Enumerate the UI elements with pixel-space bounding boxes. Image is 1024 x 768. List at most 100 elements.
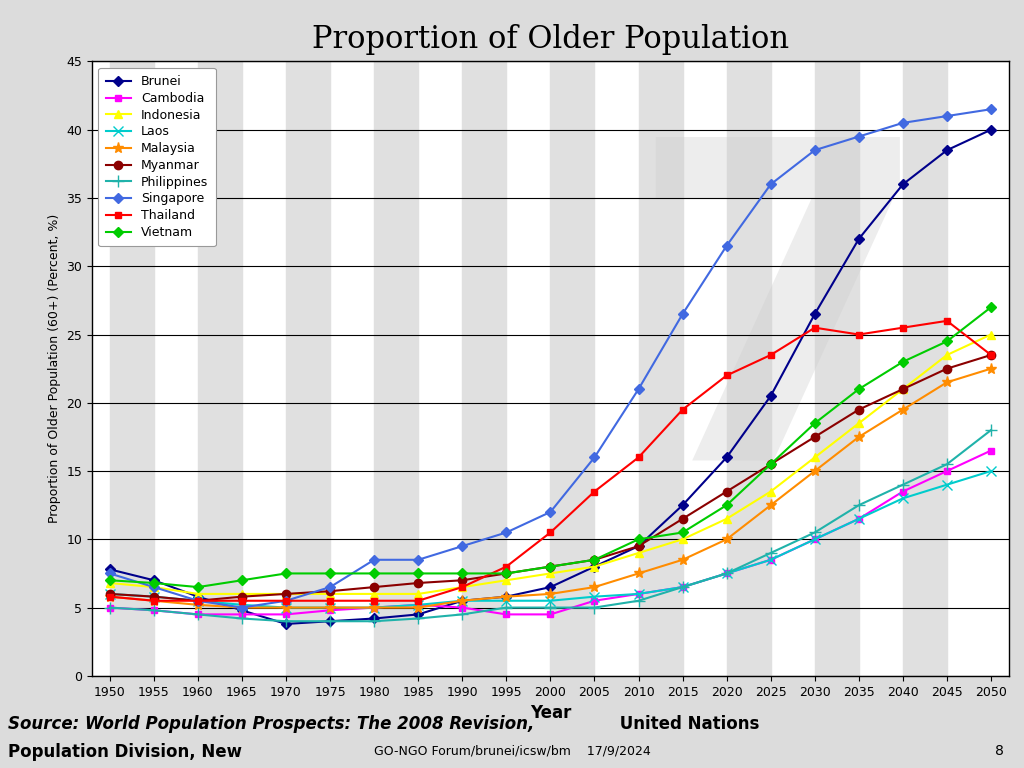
Vietnam [368, 569, 380, 578]
Line: Myanmar: Myanmar [105, 351, 995, 605]
Brunei [633, 541, 645, 551]
Line: Malaysia: Malaysia [104, 363, 996, 613]
Philippines [324, 617, 336, 626]
Laos [324, 603, 336, 612]
Laos [456, 596, 468, 605]
Myanmar [721, 487, 733, 496]
Myanmar [368, 582, 380, 591]
Text: 8: 8 [994, 744, 1004, 758]
Philippines [897, 480, 909, 489]
Vietnam [721, 501, 733, 510]
Myanmar [324, 587, 336, 596]
Singapore [589, 453, 601, 462]
Thailand [500, 562, 512, 571]
Brunei [589, 562, 601, 571]
Brunei [500, 592, 512, 601]
Laos [589, 592, 601, 601]
Thailand [765, 350, 777, 359]
Cambodia [589, 596, 601, 605]
Thailand [147, 596, 160, 605]
Vietnam [941, 336, 953, 346]
Indonesia [677, 535, 689, 544]
Philippines [147, 606, 160, 615]
Myanmar [897, 385, 909, 394]
Bar [286, 61, 330, 676]
Indonesia [765, 487, 777, 496]
X-axis label: Year: Year [529, 704, 571, 722]
Philippines [809, 528, 821, 537]
Philippines [236, 614, 248, 623]
Thailand [412, 596, 424, 605]
Thailand [191, 596, 204, 605]
Vietnam [809, 419, 821, 428]
Malaysia [985, 364, 997, 373]
Indonesia [941, 350, 953, 359]
Singapore [544, 508, 556, 517]
Indonesia [368, 589, 380, 598]
Vietnam [633, 535, 645, 544]
Bar [550, 61, 595, 676]
Brunei [191, 592, 204, 601]
Laos [412, 601, 424, 610]
Vietnam [324, 569, 336, 578]
Philippines [191, 610, 204, 619]
Philippines [765, 548, 777, 558]
Singapore [368, 555, 380, 564]
Indonesia [456, 582, 468, 591]
Myanmar [456, 576, 468, 585]
Vietnam [765, 459, 777, 468]
Brunei [236, 606, 248, 615]
Singapore [500, 528, 512, 537]
Laos [500, 596, 512, 605]
Laos [103, 589, 116, 598]
Singapore [103, 569, 116, 578]
Singapore [147, 582, 160, 591]
Singapore [941, 111, 953, 121]
Title: Proportion of Older Population: Proportion of Older Population [312, 24, 788, 55]
Indonesia [985, 330, 997, 339]
Malaysia [941, 378, 953, 387]
Laos [236, 601, 248, 610]
Cambodia [809, 535, 821, 544]
Cambodia [191, 610, 204, 619]
Indonesia [412, 589, 424, 598]
Indonesia [589, 562, 601, 571]
Cambodia [633, 589, 645, 598]
Myanmar [809, 432, 821, 442]
Philippines [368, 617, 380, 626]
Thailand [236, 596, 248, 605]
Cambodia [941, 466, 953, 475]
Vietnam [897, 357, 909, 366]
Cambodia [765, 555, 777, 564]
Cambodia [103, 603, 116, 612]
Malaysia [368, 603, 380, 612]
Thailand [853, 330, 865, 339]
Line: Cambodia: Cambodia [106, 447, 994, 618]
Malaysia [456, 596, 468, 605]
Indonesia [544, 569, 556, 578]
Singapore [765, 180, 777, 189]
Myanmar [853, 405, 865, 414]
Malaysia [147, 596, 160, 605]
Philippines [456, 610, 468, 619]
Thailand [897, 323, 909, 333]
Singapore [809, 146, 821, 155]
Y-axis label: Proportion of Older Population (60+) (Percent, %): Proportion of Older Population (60+) (Pe… [48, 214, 61, 523]
Line: Philippines: Philippines [104, 425, 996, 627]
Laos [809, 535, 821, 544]
Thailand [721, 371, 733, 380]
Philippines [544, 603, 556, 612]
Cambodia [897, 487, 909, 496]
Singapore [853, 132, 865, 141]
Singapore [985, 104, 997, 114]
Laos [853, 515, 865, 524]
Line: Indonesia: Indonesia [105, 330, 995, 598]
Indonesia [897, 385, 909, 394]
Line: Brunei: Brunei [106, 126, 994, 627]
Brunei [412, 610, 424, 619]
Text: Population Division, New: Population Division, New [8, 743, 243, 761]
Laos [765, 555, 777, 564]
Cambodia [324, 606, 336, 615]
Philippines [985, 425, 997, 435]
Philippines [677, 582, 689, 591]
